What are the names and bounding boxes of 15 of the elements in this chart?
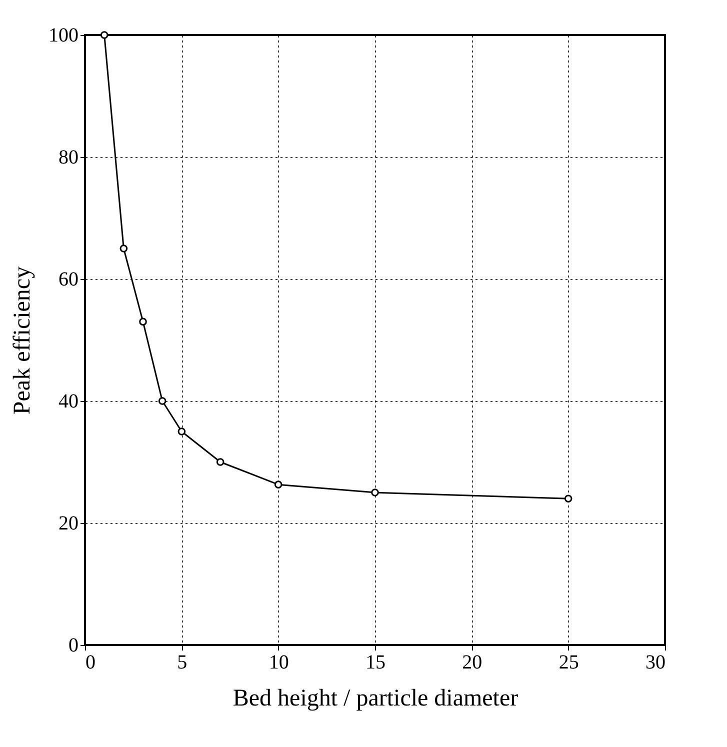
- x-tick-label: 5: [177, 652, 188, 674]
- y-tick-label: 0: [68, 634, 78, 656]
- y-tick-label: 20: [58, 512, 78, 534]
- x-tick-label: 25: [558, 652, 579, 674]
- x-tick-label: 0: [86, 652, 96, 674]
- x-tick-label: 20: [462, 652, 482, 674]
- x-tick-label: 30: [646, 652, 666, 674]
- y-tick-label: 100: [48, 24, 78, 46]
- x-axis-title: Bed height / particle diameter: [232, 686, 518, 712]
- y-axis-title: Peak efficiency: [10, 266, 36, 415]
- x-tick-label: 10: [268, 652, 289, 674]
- x-tick-label: 15: [366, 652, 386, 674]
- y-tick-label: 60: [58, 268, 78, 290]
- y-tick-label: 80: [58, 146, 78, 168]
- y-tick-label: 40: [58, 390, 78, 412]
